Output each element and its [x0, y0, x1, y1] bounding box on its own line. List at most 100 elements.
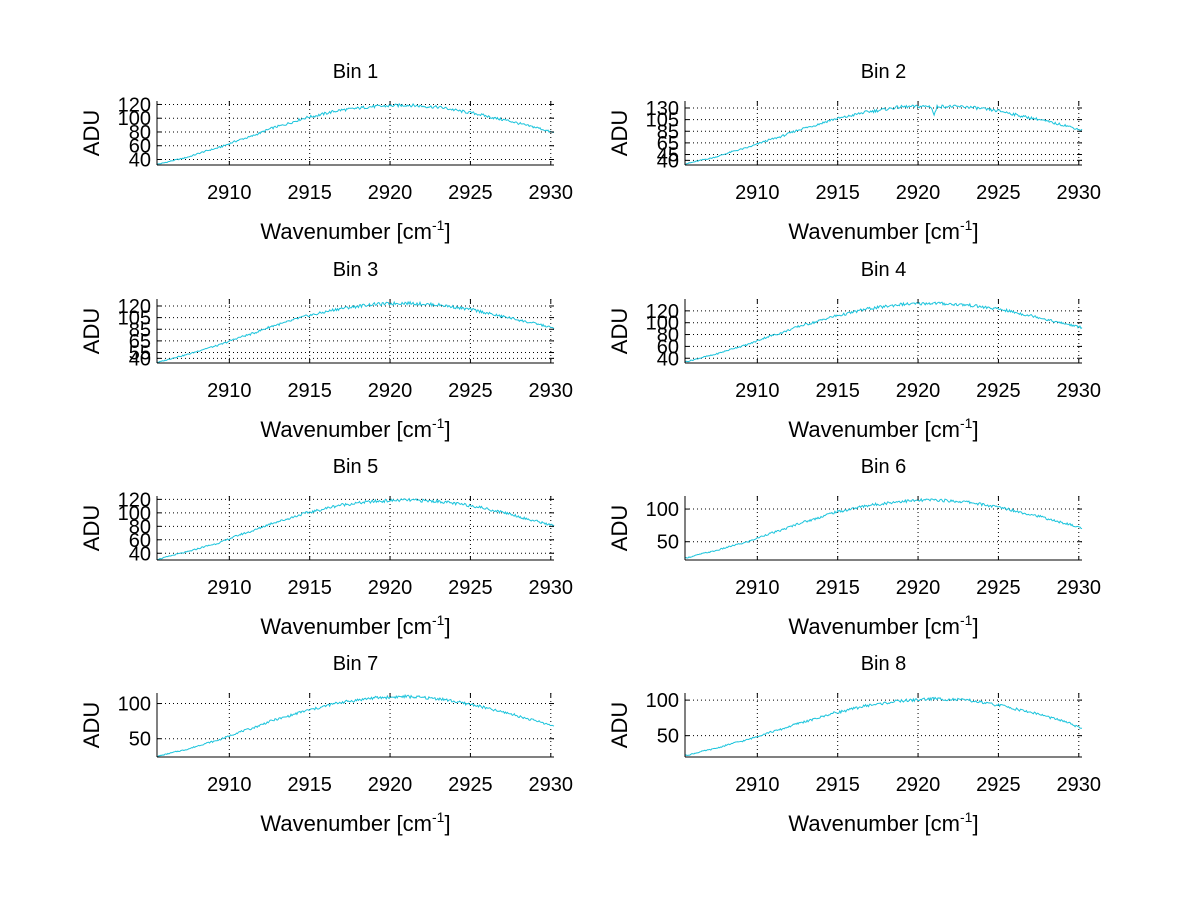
x-tick-label: 2910 [207, 182, 252, 204]
x-axis-label-superscript: -1 [432, 612, 445, 628]
x-axis-label-superscript: -1 [432, 217, 445, 233]
y-tick-label: 65 [129, 331, 151, 353]
panel-title: Bin 6 [861, 456, 907, 478]
x-axis-label: Wavenumber [cm-1] [260, 415, 450, 442]
y-tick-label: 80 [129, 516, 151, 538]
x-tick-label: 2930 [1057, 774, 1102, 796]
x-axis-label-end: ] [444, 811, 450, 836]
x-tick-label: 2920 [368, 182, 413, 204]
x-axis-label-end: ] [972, 417, 978, 442]
y-tick-label: 60 [129, 530, 151, 552]
y-axis-label: ADU [79, 110, 104, 156]
x-axis-label-text: Wavenumber [cm [260, 417, 432, 442]
x-tick-label: 2925 [976, 774, 1021, 796]
x-tick-label: 2925 [448, 774, 493, 796]
y-tick-label: 100 [646, 499, 679, 521]
y-tick-label: 120 [118, 296, 151, 318]
x-tick-label: 2910 [207, 774, 252, 796]
x-tick-label: 2910 [735, 182, 780, 204]
x-axis-label-end: ] [444, 417, 450, 442]
x-axis-label-superscript: -1 [432, 415, 445, 431]
y-axis-label: ADU [79, 308, 104, 354]
y-tick-label: 100 [118, 694, 151, 716]
x-axis-label-end: ] [972, 811, 978, 836]
x-tick-label: 2915 [815, 577, 860, 599]
x-tick-label: 2920 [368, 577, 413, 599]
spectrum-line [684, 301, 1083, 363]
x-axis-label-text: Wavenumber [cm [788, 811, 960, 836]
x-tick-label: 2915 [287, 380, 332, 402]
x-axis-label-end: ] [444, 614, 450, 639]
x-tick-label: 2910 [735, 774, 780, 796]
y-axis-label: ADU [79, 505, 104, 551]
x-axis-label-text: Wavenumber [cm [788, 219, 960, 244]
y-tick-label: 60 [129, 136, 151, 158]
y-tick-label: 60 [657, 336, 679, 358]
x-tick-label: 2910 [735, 577, 780, 599]
x-axis-label-text: Wavenumber [cm [260, 219, 432, 244]
y-axis-label: ADU [79, 702, 104, 748]
x-axis-label: Wavenumber [cm-1] [260, 612, 450, 639]
panel-title: Bin 2 [861, 61, 907, 83]
y-tick-label: 105 [118, 308, 151, 330]
y-tick-label: 45 [657, 145, 679, 167]
panel-bin-7: 2910 2915 2920 2925 2930 50 100 Bin 7 Wavenumber… [79, 653, 573, 836]
y-axis-label: ADU [607, 110, 632, 156]
x-tick-label: 2915 [287, 577, 332, 599]
panel-bin-6: 2910 2915 2920 2925 2930 50 100 Bin 6 Wavenumber… [607, 456, 1101, 639]
x-axis-label-superscript: -1 [432, 809, 445, 825]
x-tick-label: 2910 [207, 380, 252, 402]
x-axis-label-text: Wavenumber [cm [260, 614, 432, 639]
x-axis-label-superscript: -1 [960, 217, 973, 233]
y-tick-label: 80 [657, 325, 679, 347]
panel-title: Bin 1 [333, 61, 379, 83]
x-axis-label-end: ] [444, 219, 450, 244]
y-tick-label: 130 [646, 98, 679, 120]
y-tick-label: 55 [129, 343, 151, 365]
y-tick-label: 40 [129, 149, 151, 171]
y-tick-label: 105 [646, 110, 679, 132]
spectrum-line [684, 696, 1083, 757]
panel-title: Bin 8 [861, 653, 907, 675]
x-tick-label: 2920 [896, 380, 941, 402]
x-tick-label: 2930 [1057, 380, 1102, 402]
panel-bin-8: 2910 2915 2920 2925 2930 50 100 Bin 8 Wavenumber… [607, 653, 1101, 836]
x-tick-label: 2915 [287, 182, 332, 204]
x-tick-label: 2930 [529, 577, 574, 599]
x-axis-label-text: Wavenumber [cm [788, 417, 960, 442]
spectrum-line [156, 693, 555, 758]
panel-title: Bin 7 [333, 653, 379, 675]
y-tick-label: 100 [118, 503, 151, 525]
x-tick-label: 2930 [1057, 182, 1102, 204]
y-tick-label: 120 [118, 489, 151, 511]
x-tick-label: 2920 [368, 774, 413, 796]
x-tick-label: 2930 [529, 774, 574, 796]
panel-title: Bin 4 [861, 259, 907, 281]
x-tick-label: 2925 [448, 577, 493, 599]
x-tick-label: 2925 [976, 380, 1021, 402]
y-tick-label: 120 [646, 301, 679, 323]
x-tick-label: 2920 [896, 774, 941, 796]
spectrum-line [156, 497, 555, 561]
x-tick-label: 2915 [815, 182, 860, 204]
x-tick-label: 2925 [448, 380, 493, 402]
y-tick-label: 50 [657, 726, 679, 748]
y-tick-label: 40 [129, 348, 151, 370]
x-axis-label-text: Wavenumber [cm [260, 811, 432, 836]
x-axis-label: Wavenumber [cm-1] [788, 415, 978, 442]
y-tick-label: 50 [129, 729, 151, 751]
x-tick-label: 2920 [368, 380, 413, 402]
x-tick-label: 2920 [896, 182, 941, 204]
y-tick-label: 100 [118, 108, 151, 130]
x-tick-label: 2915 [815, 380, 860, 402]
x-axis-label-superscript: -1 [960, 415, 973, 431]
x-tick-label: 2920 [896, 577, 941, 599]
y-tick-label: 40 [657, 150, 679, 172]
spectrum-line [156, 300, 555, 364]
